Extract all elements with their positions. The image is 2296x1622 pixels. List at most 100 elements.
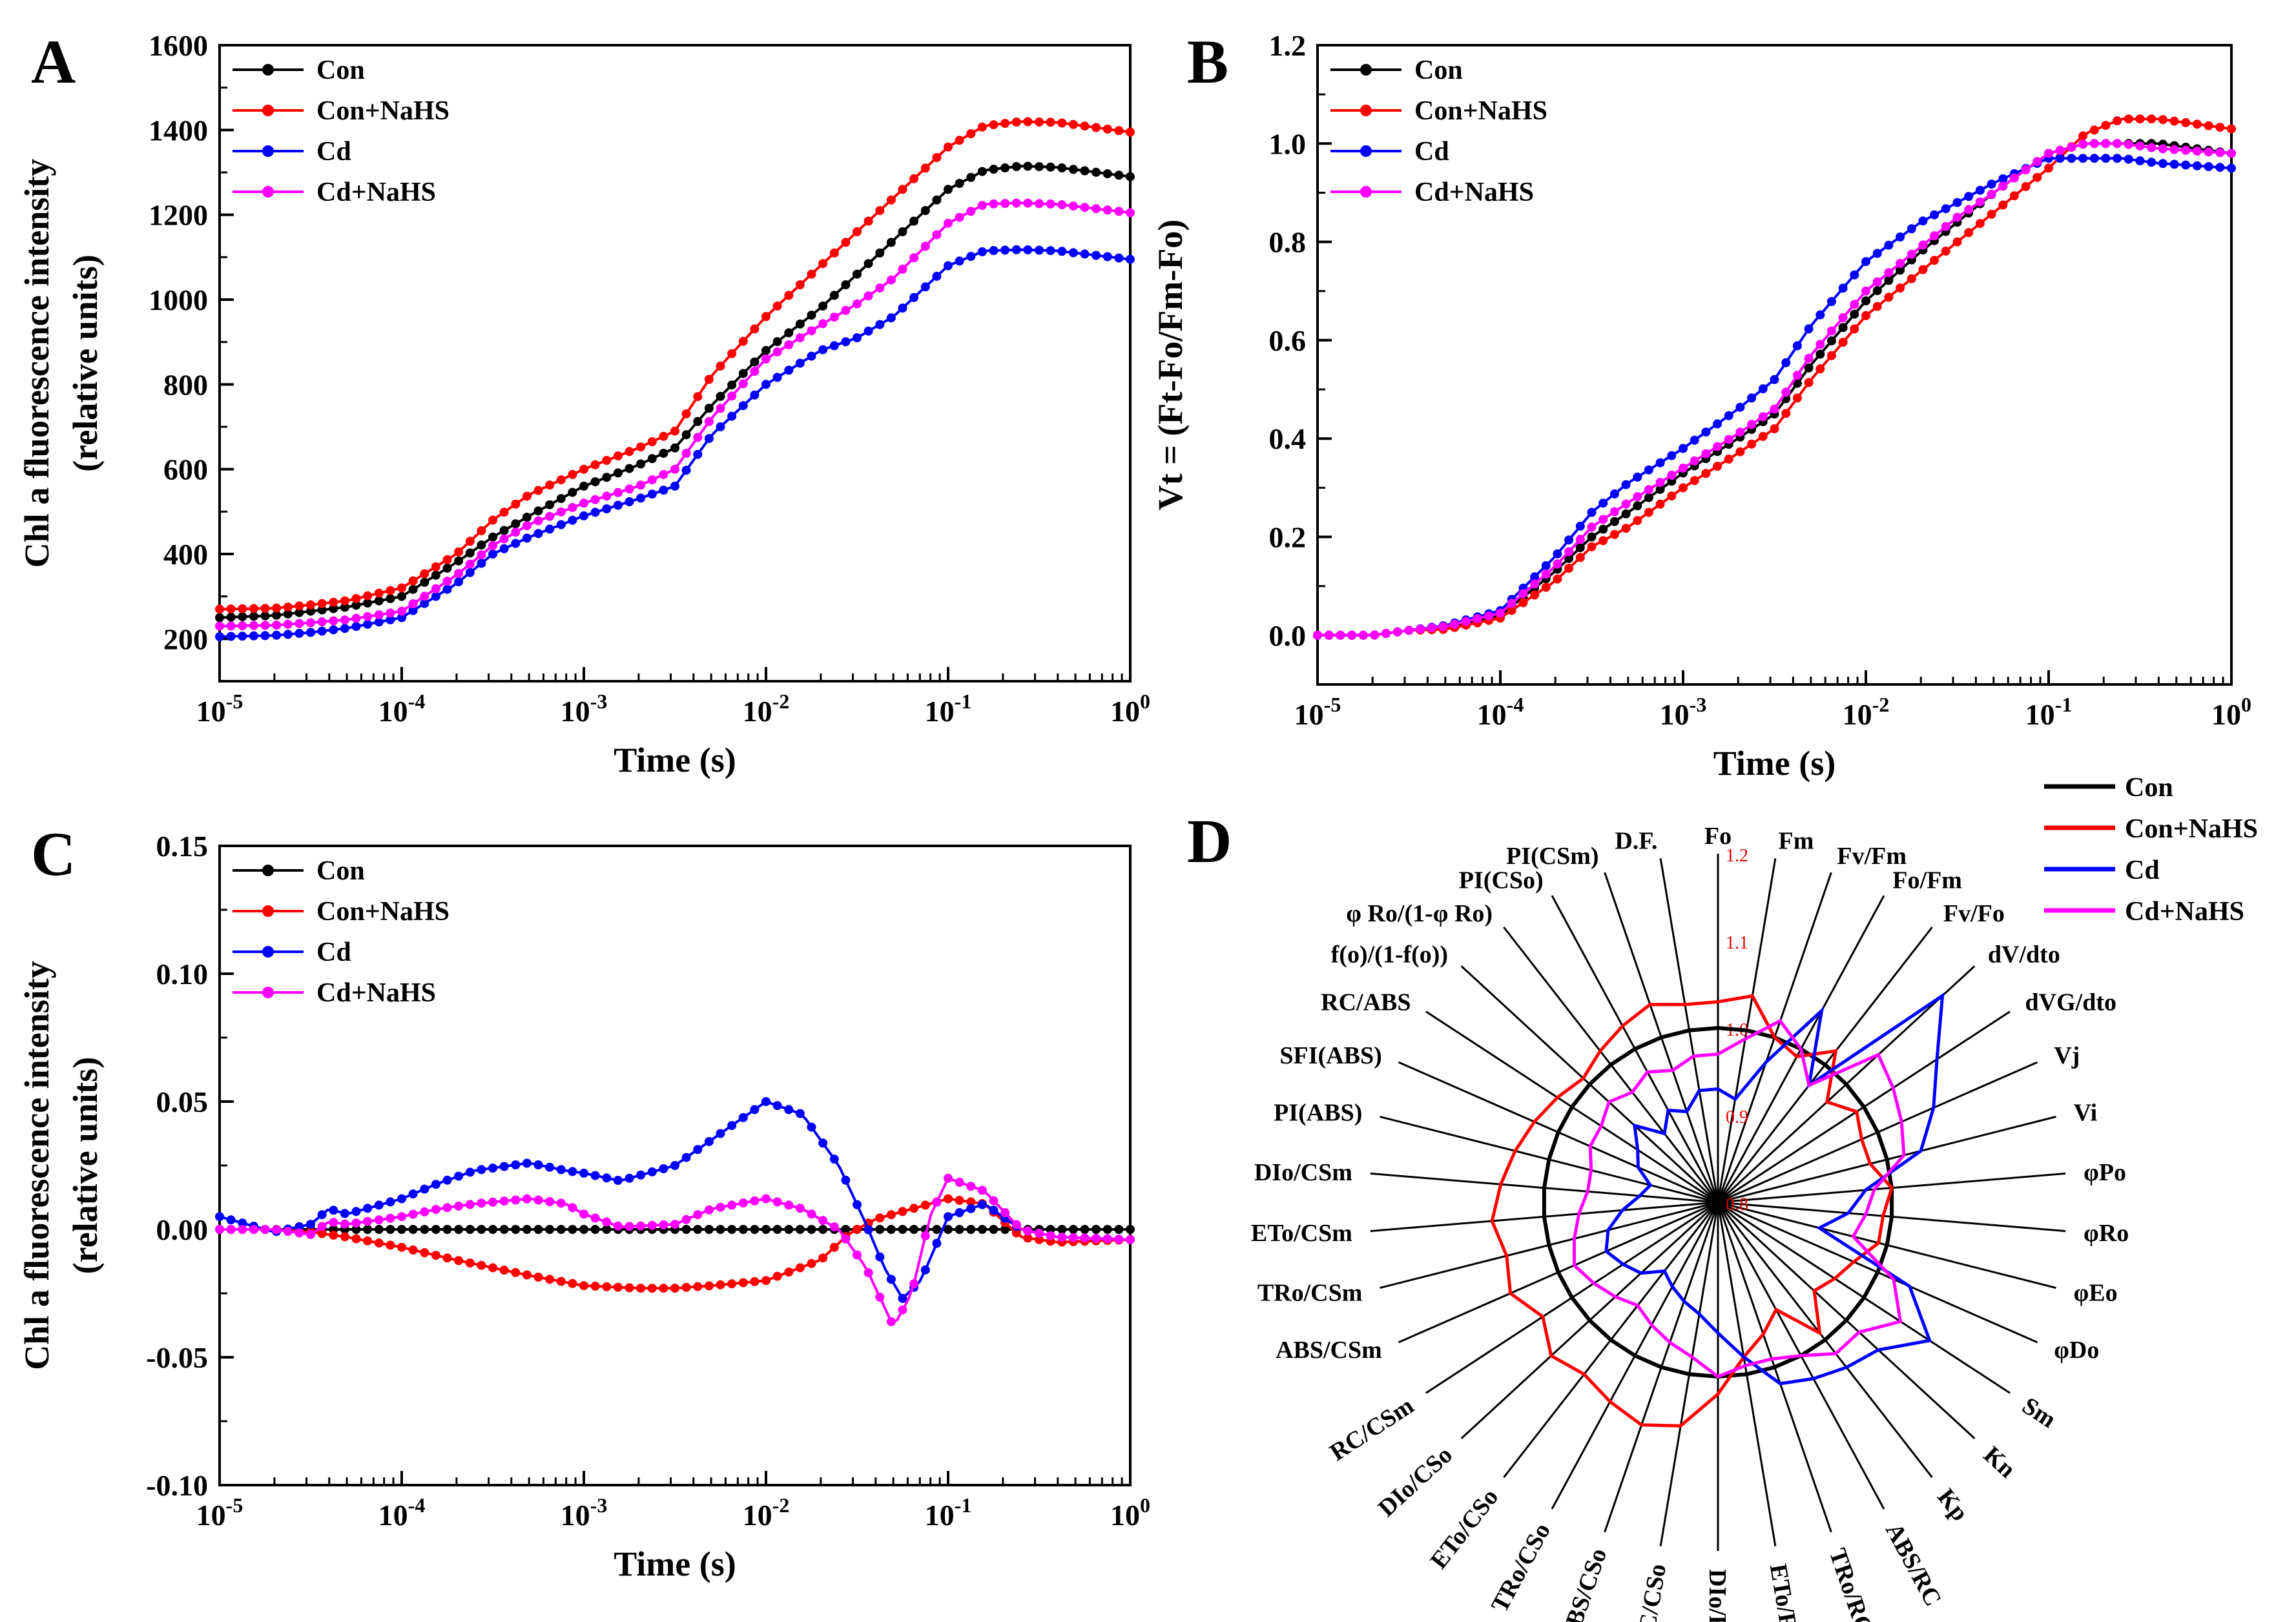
data-point: [864, 326, 873, 336]
data-point: [1964, 205, 1974, 214]
data-point: [272, 630, 282, 640]
data-point: [386, 586, 395, 595]
data-point: [716, 1225, 725, 1234]
data-point: [864, 291, 873, 301]
data-point: [1826, 297, 1836, 306]
data-point: [1553, 549, 1562, 559]
data-point: [568, 515, 577, 525]
chart-d-radar: 1.21.11.00.90.8Fo FmFv/FmFo/FmFv/FodV/dto…: [1251, 773, 2258, 1622]
data-point: [1102, 252, 1112, 262]
series-line: [219, 165, 1131, 619]
data-point: [1068, 248, 1078, 258]
data-point: [636, 1221, 646, 1231]
data-point: [590, 1281, 600, 1291]
data-point: [772, 1225, 782, 1234]
data-point: [545, 1275, 555, 1284]
data-point: [716, 1129, 725, 1138]
data-point: [1461, 617, 1471, 626]
plot-frame: [218, 44, 1132, 683]
data-point: [602, 473, 612, 482]
data-point: [1035, 1228, 1044, 1238]
data-point: [2124, 114, 2133, 124]
data-point: [1815, 349, 1825, 359]
data-point: [420, 591, 429, 601]
data-point: [1679, 483, 1688, 493]
data-point: [488, 515, 497, 525]
data-point: [818, 1216, 828, 1226]
data-point: [590, 460, 600, 469]
data-point: [625, 497, 634, 506]
data-point: [1804, 354, 1814, 363]
data-point: [2158, 115, 2167, 125]
data-point: [2113, 154, 2122, 163]
data-point: [238, 612, 247, 622]
data-point: [670, 426, 679, 436]
data-point: [295, 628, 304, 638]
data-point: [477, 1225, 486, 1234]
data-point: [329, 1218, 338, 1227]
data-point: [442, 555, 452, 564]
data-point: [932, 271, 942, 281]
data-point: [829, 313, 839, 322]
data-point: [1941, 204, 1950, 214]
data-point: [522, 513, 532, 522]
data-point: [454, 569, 464, 578]
data-point: [511, 528, 521, 537]
data-point: [1080, 1233, 1090, 1243]
data-point: [727, 391, 737, 401]
data-point: [442, 584, 452, 594]
y-axis-title-units: (relative units): [66, 254, 105, 471]
data-point: [1667, 491, 1677, 501]
data-point: [1872, 277, 1882, 287]
data-point: [442, 1253, 452, 1263]
data-point: [613, 451, 623, 461]
radar-tick-label: 0.9: [1726, 1107, 1748, 1127]
radar-axis-label: ETo/RC: [1764, 1562, 1805, 1622]
data-point: [351, 1225, 361, 1234]
data-point: [920, 163, 930, 173]
data-point: [1091, 1225, 1101, 1234]
radar-axis-label: Kp: [1932, 1484, 1974, 1526]
legend-label: Cd+NaHS: [2125, 897, 2244, 927]
x-tick-label: 10-4: [1477, 693, 1524, 731]
data-point: [2021, 181, 2031, 191]
data-point: [602, 491, 612, 501]
data-point: [807, 311, 816, 320]
data-point: [477, 559, 486, 568]
data-point: [1541, 582, 1551, 592]
data-point: [602, 1173, 612, 1183]
data-point: [750, 390, 760, 400]
data-point: [818, 1253, 828, 1263]
data-point: [1575, 543, 1585, 553]
radar-center: [1709, 1193, 1727, 1211]
data-point: [1884, 276, 1894, 285]
legend-label: Cd: [2125, 856, 2160, 885]
y-tick-label: 0.15: [156, 830, 209, 863]
data-point: [374, 617, 384, 627]
data-point: [511, 1268, 521, 1277]
data-point: [977, 201, 987, 210]
data-point: [1091, 123, 1101, 132]
data-point: [215, 1212, 224, 1222]
data-point: [1679, 463, 1688, 473]
data-point: [2215, 163, 2225, 172]
data-point: [795, 1204, 805, 1213]
data-point: [602, 1225, 612, 1234]
data-point: [454, 1256, 464, 1266]
data-point: [864, 259, 873, 269]
data-point: [556, 494, 566, 504]
data-point: [738, 1198, 748, 1208]
data-point: [226, 612, 236, 622]
data-point: [795, 1225, 805, 1234]
data-point: [1102, 1234, 1112, 1244]
data-point: [249, 631, 258, 641]
data-point: [1826, 351, 1836, 360]
data-point: [340, 596, 349, 606]
data-point: [2055, 154, 2065, 163]
data-point: [1621, 499, 1631, 509]
data-point: [761, 1225, 771, 1234]
data-point: [397, 1194, 406, 1204]
data-point: [829, 341, 839, 351]
data-point: [431, 584, 440, 593]
data-point: [260, 611, 270, 621]
